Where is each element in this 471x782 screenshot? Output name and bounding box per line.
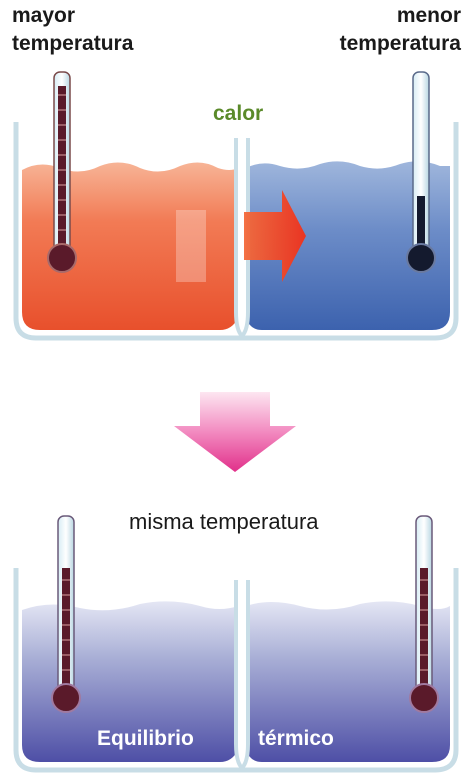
- cold-water: [246, 161, 450, 330]
- equilibrium-thermometer-right: [409, 515, 439, 713]
- cold-side-label: menor temperatura: [339, 4, 461, 55]
- heat-arrow: [244, 190, 306, 282]
- equilibrium-water-left: [22, 601, 238, 762]
- container-outline-bottom: [13, 568, 459, 773]
- reflection: [176, 210, 206, 282]
- equilibrium-water-right: [246, 601, 450, 762]
- bottom-container: [13, 568, 459, 773]
- transition-arrow: [174, 392, 296, 472]
- container-divider-bottom: [234, 580, 250, 771]
- top-container: [13, 122, 459, 341]
- heat-label: calor: [213, 102, 264, 125]
- cold-thermometer: [406, 71, 436, 273]
- equilibrium-label-right: térmico: [258, 727, 334, 750]
- hot-thermometer: [47, 71, 77, 273]
- hot-side-label: mayor temperatura: [12, 4, 134, 55]
- hot-water: [22, 162, 238, 330]
- same-temperature-label: misma temperatura: [129, 509, 319, 534]
- equilibrium-label-left: Equilibrio: [97, 727, 194, 750]
- container-outline: [13, 122, 459, 341]
- equilibrium-thermometer-left: [51, 515, 81, 713]
- container-divider: [234, 138, 250, 339]
